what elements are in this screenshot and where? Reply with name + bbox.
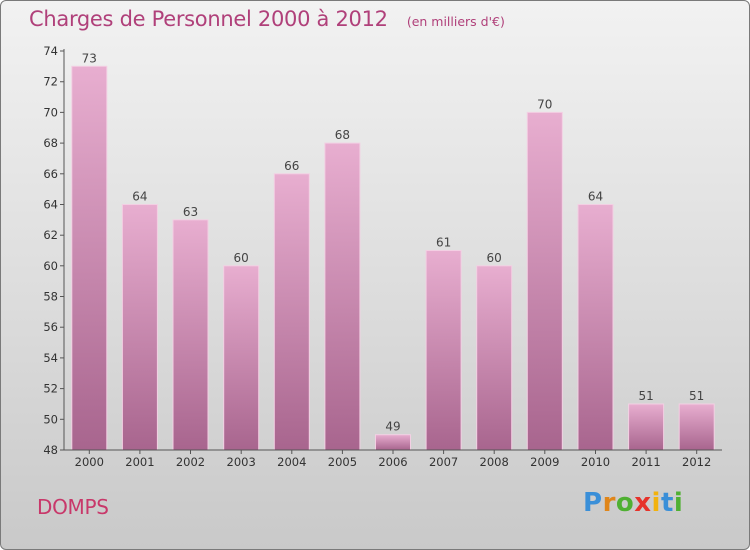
y-tick-label-68: 68	[43, 136, 58, 150]
axes-layer: 2000 2001 2002 2003 2004 2005 2006 2007 2008 2009…	[43, 44, 722, 469]
data-label-2000: 73	[82, 51, 97, 65]
y-tick-label-64: 64	[43, 198, 58, 212]
bar-2011	[628, 403, 665, 451]
y-tick-label-56: 56	[43, 320, 58, 334]
bars-layer: 73 64 63 60 66 68 49 61 60 70 64 51 51	[71, 51, 715, 451]
y-tick-label-62: 62	[43, 228, 58, 242]
bar-2004	[273, 173, 310, 451]
x-tick-label-2008: 2008	[480, 455, 509, 469]
proxiti-logo[interactable]: Proxiti	[583, 488, 684, 518]
data-label-2001: 64	[132, 190, 147, 204]
x-tick-label-2007: 2007	[429, 455, 458, 469]
data-label-2002: 63	[183, 205, 198, 219]
y-tick-label-54: 54	[43, 351, 58, 365]
x-tick-label-2002: 2002	[176, 455, 205, 469]
bar-2008	[476, 265, 513, 451]
data-label-2005: 68	[335, 128, 350, 142]
x-tick-label-2010: 2010	[581, 455, 610, 469]
bar-2007	[425, 250, 462, 451]
data-label-2003: 60	[234, 251, 249, 265]
bar-2000	[71, 65, 108, 451]
bar-2002	[172, 219, 209, 451]
x-tick-label-2004: 2004	[277, 455, 306, 469]
chart-title: Charges de Personnel 2000 à 2012	[29, 7, 388, 31]
y-tick-label-52: 52	[43, 382, 58, 396]
bar-2005	[324, 142, 361, 451]
chart-header: Charges de Personnel 2000 à 2012 (en mil…	[29, 7, 505, 31]
bar-2003	[223, 265, 260, 451]
data-label-2008: 60	[487, 251, 502, 265]
data-label-2004: 66	[284, 159, 299, 173]
data-label-2010: 64	[588, 190, 603, 204]
data-label-2006: 49	[385, 420, 400, 434]
data-label-2009: 70	[537, 97, 552, 111]
x-tick-label-2000: 2000	[75, 455, 104, 469]
bar-2001	[121, 204, 158, 451]
y-tick-label-60: 60	[43, 259, 58, 273]
bar-2012	[678, 403, 715, 451]
y-tick-label-50: 50	[43, 412, 58, 426]
y-tick-label-66: 66	[43, 167, 58, 181]
bar-2006	[375, 434, 411, 451]
x-tick-label-2009: 2009	[530, 455, 559, 469]
data-label-2011: 51	[638, 389, 653, 403]
x-tick-label-2001: 2001	[125, 455, 154, 469]
data-label-2007: 61	[436, 236, 451, 250]
x-tick-label-2011: 2011	[631, 455, 660, 469]
y-tick-label-74: 74	[43, 44, 58, 58]
x-tick-label-2005: 2005	[328, 455, 357, 469]
commune-name: DOMPS	[37, 495, 109, 519]
x-tick-label-2003: 2003	[227, 455, 256, 469]
bar-2009	[526, 111, 563, 451]
y-tick-label-70: 70	[43, 105, 58, 119]
data-label-2012: 51	[689, 389, 704, 403]
y-tick-label-48: 48	[43, 443, 58, 457]
chart-subtitle: (en milliers d'€)	[406, 14, 505, 29]
x-tick-label-2006: 2006	[378, 455, 407, 469]
y-tick-label-58: 58	[43, 290, 58, 304]
x-tick-label-2012: 2012	[682, 455, 711, 469]
y-tick-label-72: 72	[43, 75, 58, 89]
bar-2010	[577, 204, 614, 451]
